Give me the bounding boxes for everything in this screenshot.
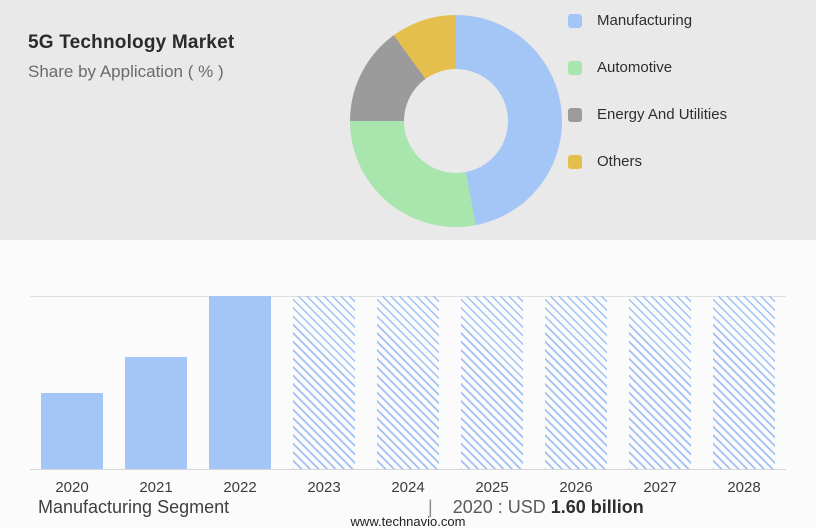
- donut-chart: [350, 15, 562, 227]
- legend-item: Others: [568, 153, 727, 170]
- value-bold: 1.60 billion: [550, 497, 644, 517]
- legend-label: Others: [597, 153, 643, 170]
- legend-label: Energy And Utilities: [597, 106, 728, 123]
- bar-column-2028: 2028: [702, 296, 786, 496]
- forecast-bar-2027: [629, 296, 691, 470]
- page-title: 5G Technology Market: [28, 32, 235, 53]
- x-axis-label: 2025: [475, 479, 509, 496]
- forecast-bar-2025: [461, 296, 523, 470]
- x-axis-label: 2024: [391, 479, 425, 496]
- legend-label: Manufacturing: [597, 12, 693, 29]
- forecast-bar-2026: [545, 296, 607, 470]
- bar-chart: 2020 2021 2022 2023 2024 2025 2026 2027 2028: [30, 296, 786, 496]
- bar-column-2024: 2024: [366, 296, 450, 496]
- legend: Manufacturing Automotive Energy And Utilit…: [568, 12, 727, 170]
- legend-swatch-green: [568, 60, 582, 75]
- forecast-panel: 2020 2021 2022 2023 2024 2025 2026 2027 2028 Man…: [0, 240, 816, 529]
- bar-column-2023: 2023: [282, 296, 366, 496]
- bar-column-2025: 2025: [450, 296, 534, 496]
- legend-swatch-blue: [568, 13, 582, 28]
- forecast-bar-2023: [293, 296, 355, 470]
- forecast-bar-2028: [713, 296, 775, 470]
- bar-column-2022: 2022: [198, 296, 282, 496]
- bar-2021: [125, 356, 187, 470]
- legend-item: Energy And Utilities: [568, 106, 727, 123]
- legend-swatch-yellow: [568, 154, 582, 169]
- share-by-application-panel: 5G Technology Market Share by Applicatio…: [0, 0, 816, 240]
- x-axis-label: 2026: [559, 479, 593, 496]
- forecast-bar-2024: [377, 296, 439, 470]
- x-axis-label: 2023: [307, 479, 341, 496]
- bar-column-2026: 2026: [534, 296, 618, 496]
- bars: 2020 2021 2022 2023 2024 2025 2026 2027 2028: [30, 296, 786, 496]
- bar-column-2020: 2020: [30, 296, 114, 496]
- website-url: www.technavio.com: [350, 514, 466, 529]
- separator: |: [428, 497, 433, 517]
- x-axis-label: 2022: [223, 479, 257, 496]
- value-prefix: 2020 : USD: [452, 497, 551, 517]
- legend-item: Automotive: [568, 59, 727, 76]
- caption-row: Manufacturing Segment | 2020 : USD 1.60 b…: [0, 497, 816, 523]
- x-axis-label: 2020: [55, 479, 89, 496]
- segment-value: | 2020 : USD 1.60 billion: [428, 497, 644, 518]
- x-axis-baseline: [30, 469, 786, 470]
- bar-2020: [41, 393, 103, 470]
- bar-column-2027: 2027: [618, 296, 702, 496]
- x-axis-label: 2021: [139, 479, 173, 496]
- bar-column-2021: 2021: [114, 296, 198, 496]
- legend-item: Manufacturing: [568, 12, 727, 29]
- bar-2022: [209, 296, 271, 470]
- x-axis-label: 2027: [643, 479, 677, 496]
- legend-swatch-gray: [568, 107, 582, 122]
- x-axis-label: 2028: [727, 479, 761, 496]
- page-subtitle: Share by Application ( % ): [28, 62, 224, 81]
- legend-label: Automotive: [597, 59, 673, 76]
- segment-label: Manufacturing Segment: [38, 497, 230, 517]
